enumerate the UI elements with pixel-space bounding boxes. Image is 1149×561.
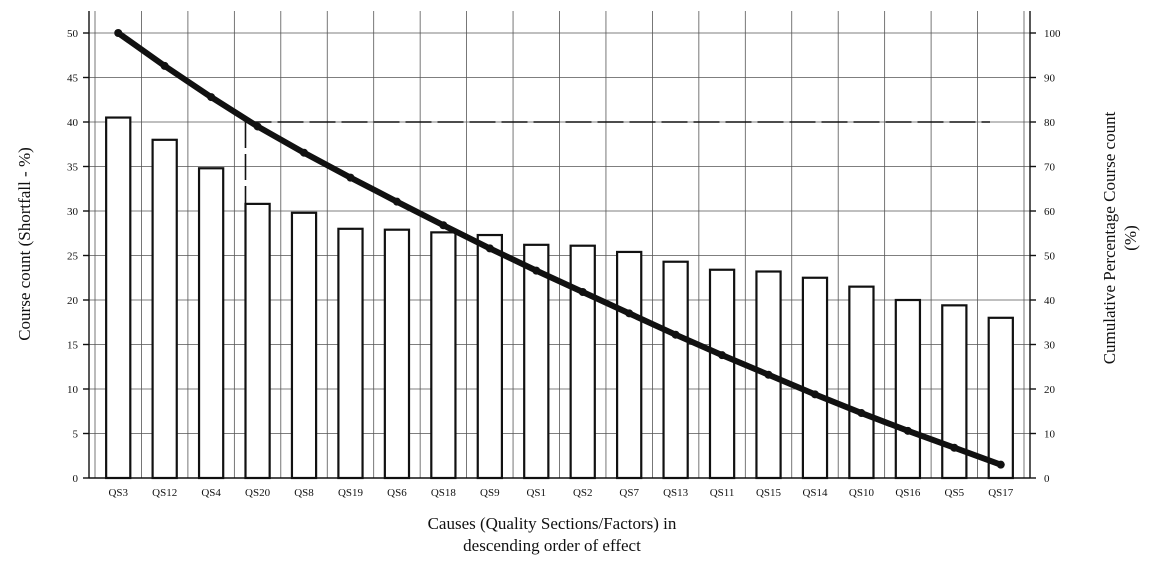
bar-QS9 bbox=[476, 233, 504, 480]
x-tick-label-QS17: QS17 bbox=[988, 487, 1014, 499]
bar-QS18 bbox=[430, 231, 457, 480]
x-tick-label-QS4: QS4 bbox=[201, 487, 221, 499]
bar-QS20 bbox=[244, 202, 271, 480]
bar-QS3 bbox=[105, 116, 132, 480]
bar-QS4 bbox=[197, 167, 225, 480]
cumulative-point-QS1 bbox=[532, 266, 541, 275]
bar-QS14 bbox=[801, 276, 829, 480]
x-tick-label-QS8: QS8 bbox=[294, 487, 314, 499]
bar-QS10 bbox=[848, 285, 875, 480]
grid bbox=[89, 11, 1030, 479]
y-tick-label: 25 bbox=[67, 251, 79, 263]
y2-axis-title-line2: (%) bbox=[1121, 225, 1140, 250]
y2-axis-title-line1: Cumulative Percentage Course count bbox=[1100, 111, 1119, 364]
y2-tick-label: 70 bbox=[1044, 162, 1056, 174]
bar-QS19 bbox=[337, 227, 364, 480]
x-tick-label-QS3: QS3 bbox=[108, 487, 128, 499]
bar-QS2 bbox=[569, 244, 596, 480]
y2-tick-label: 60 bbox=[1044, 206, 1056, 218]
y2-tick-label: 50 bbox=[1044, 251, 1056, 263]
cumulative-point-QS2 bbox=[578, 287, 587, 296]
cumulative-point-QS13 bbox=[671, 330, 680, 339]
cumulative-point-QS15 bbox=[764, 370, 773, 379]
bar-QS13 bbox=[662, 260, 689, 480]
axes bbox=[88, 11, 1031, 479]
cumulative-point-QS3 bbox=[114, 29, 123, 37]
cumulative-point-QS18 bbox=[439, 221, 448, 230]
y2-tick-label: 80 bbox=[1044, 117, 1056, 129]
y-axis-title: Course count (Shortfall - %) bbox=[15, 147, 34, 341]
y2-tick-label: 30 bbox=[1044, 340, 1056, 352]
x-tick-label-QS16: QS16 bbox=[895, 487, 921, 499]
x-tick-label-QS15: QS15 bbox=[756, 487, 782, 499]
x-tick-label-QS14: QS14 bbox=[802, 487, 828, 499]
cumulative-point-QS12 bbox=[160, 61, 169, 70]
bar-QS16 bbox=[894, 298, 922, 480]
bar-QS1 bbox=[523, 243, 550, 480]
y-tick-label: 5 bbox=[73, 429, 79, 441]
x-axis-title-line2: descending order of effect bbox=[463, 536, 641, 555]
cumulative-point-QS4 bbox=[207, 93, 216, 102]
y2-tick-label: 20 bbox=[1044, 384, 1056, 396]
left-axis-ticks: 0 5 10 15 20 25 30 35 40 45 50 bbox=[67, 28, 89, 485]
cumulative-point-QS14 bbox=[810, 390, 819, 399]
y-tick-label: 10 bbox=[67, 384, 79, 396]
cumulative-point-QS7 bbox=[625, 309, 634, 318]
cumulative-point-QS16 bbox=[903, 426, 912, 435]
reference-lines bbox=[244, 121, 990, 478]
cumulative-point-QS10 bbox=[857, 409, 866, 418]
y2-tick-label: 10 bbox=[1044, 429, 1056, 441]
y2-tick-label: 40 bbox=[1044, 295, 1056, 307]
y-tick-label: 15 bbox=[67, 340, 79, 352]
bar-QS7 bbox=[615, 250, 643, 480]
x-tick-label-QS1: QS1 bbox=[526, 487, 546, 499]
cumulative-line bbox=[115, 30, 1004, 468]
right-axis-ticks: 0 10 20 30 40 50 60 70 80 90 100 bbox=[1030, 28, 1061, 485]
y-tick-label: 20 bbox=[67, 295, 79, 307]
bar-QS12 bbox=[151, 138, 178, 480]
bar-QS8 bbox=[290, 211, 318, 480]
bar-QS17 bbox=[987, 316, 1014, 480]
cumulative-point-QS20 bbox=[253, 122, 262, 131]
x-tick-label-QS12: QS12 bbox=[152, 487, 177, 499]
bar-QS6 bbox=[383, 228, 411, 480]
cumulative-point-QS5 bbox=[950, 443, 959, 452]
cumulative-point-QS19 bbox=[346, 173, 355, 182]
x-axis-title-line1: Causes (Quality Sections/Factors) in bbox=[428, 514, 677, 533]
cumulative-point-QS6 bbox=[392, 197, 401, 206]
y-tick-label: 40 bbox=[67, 117, 79, 129]
x-tick-label-QS7: QS7 bbox=[619, 487, 639, 499]
x-tick-label-QS5: QS5 bbox=[945, 487, 965, 499]
y-tick-label: 50 bbox=[67, 28, 79, 40]
bars bbox=[105, 116, 1014, 480]
y-tick-label: 30 bbox=[67, 206, 79, 218]
x-tick-label-QS6: QS6 bbox=[387, 487, 407, 499]
bar-QS11 bbox=[708, 268, 736, 480]
x-tick-label-QS20: QS20 bbox=[245, 487, 271, 499]
cumulative-point-QS11 bbox=[718, 351, 727, 360]
x-tick-label-QS13: QS13 bbox=[663, 487, 689, 499]
y2-tick-label: 0 bbox=[1044, 473, 1050, 485]
cumulative-series bbox=[114, 29, 1005, 469]
y-tick-label: 35 bbox=[67, 162, 79, 174]
y2-tick-label: 90 bbox=[1044, 73, 1056, 85]
x-tick-label-QS9: QS9 bbox=[480, 487, 500, 499]
x-tick-label-QS18: QS18 bbox=[431, 487, 457, 499]
y-tick-label: 0 bbox=[73, 473, 79, 485]
category-labels: QS3 QS12 QS4 QS20 QS8 QS19 QS6 QS18 QS9 QS1 QS2 QS7… bbox=[108, 487, 1013, 499]
y-tick-label: 45 bbox=[67, 73, 79, 85]
x-tick-label-QS11: QS11 bbox=[710, 487, 735, 499]
cumulative-point-QS8 bbox=[300, 148, 309, 157]
x-tick-label-QS2: QS2 bbox=[573, 487, 593, 499]
cumulative-point-QS17 bbox=[996, 460, 1005, 469]
x-tick-label-QS10: QS10 bbox=[849, 487, 875, 499]
cumulative-point-QS9 bbox=[485, 244, 494, 253]
y2-tick-label: 100 bbox=[1044, 28, 1061, 40]
x-tick-label-QS19: QS19 bbox=[338, 487, 364, 499]
